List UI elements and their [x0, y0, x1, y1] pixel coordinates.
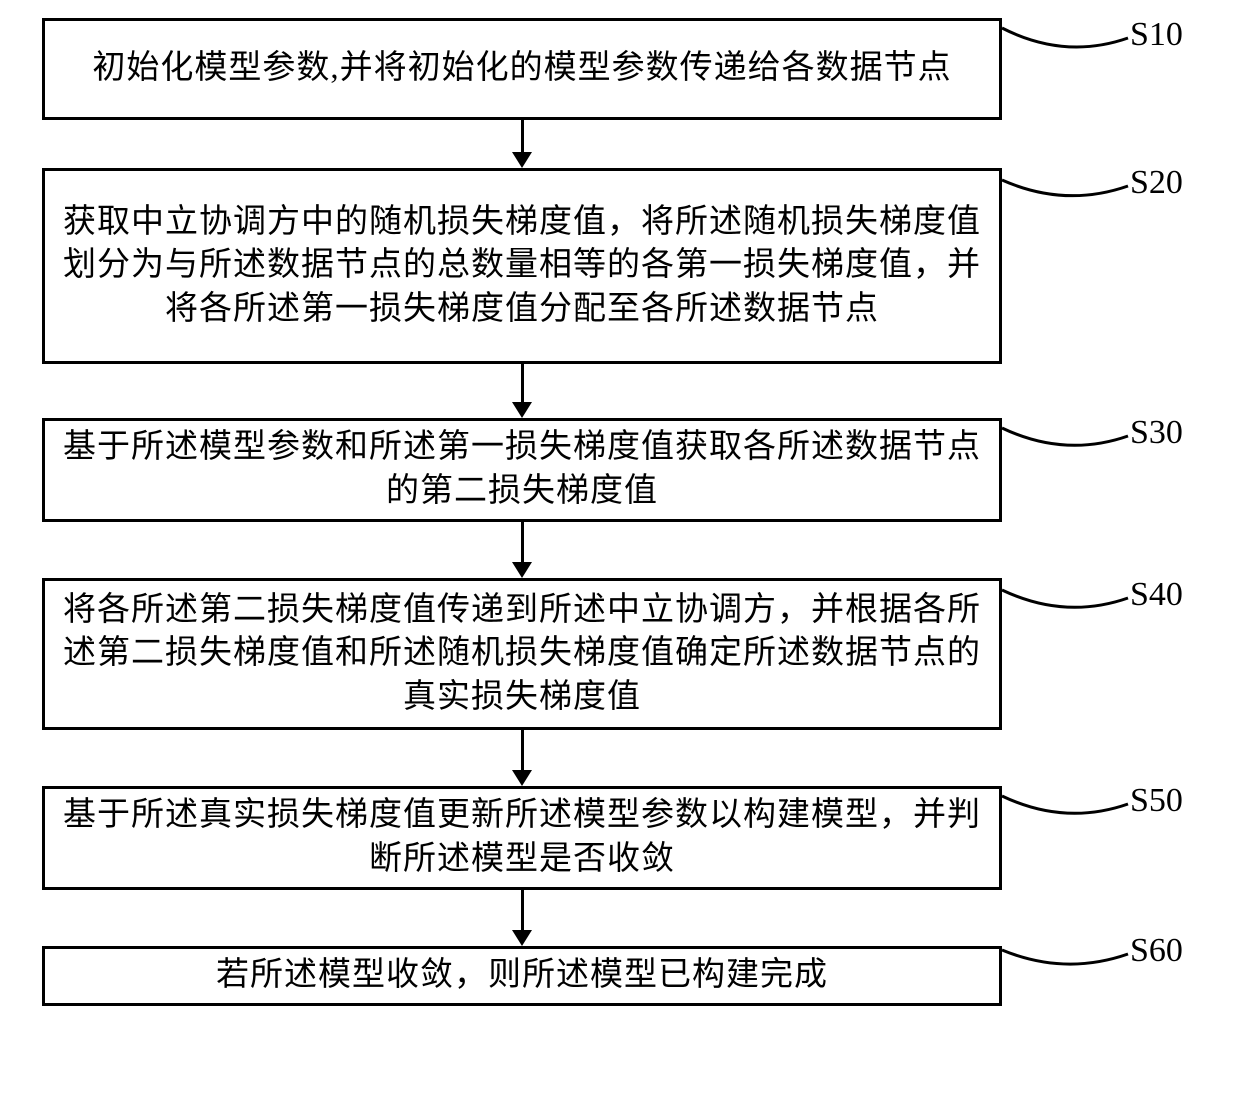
label-s20: S20: [1130, 164, 1183, 202]
label-s10: S10: [1130, 16, 1183, 54]
connector-arc: [998, 150, 1132, 216]
step-text: 基于所述真实损失梯度值更新所述模型参数以构建模型，并判断所述模型是否收敛: [63, 794, 981, 881]
step-text: 初始化模型参数,并将初始化的模型参数传递给各数据节点: [92, 47, 951, 91]
step-text: 获取中立协调方中的随机损失梯度值，将所述随机损失梯度值划分为与所述数据节点的总数…: [63, 201, 981, 332]
label-s50: S50: [1130, 782, 1183, 820]
step-text: 若所述模型收敛，则所述模型已构建完成: [216, 954, 828, 998]
step-s30: 基于所述模型参数和所述第一损失梯度值获取各所述数据节点的第二损失梯度值: [42, 418, 1002, 522]
label-s30: S30: [1130, 414, 1183, 452]
label-s60: S60: [1130, 932, 1183, 970]
step-s50: 基于所述真实损失梯度值更新所述模型参数以构建模型，并判断所述模型是否收敛: [42, 786, 1002, 890]
arrow-line: [521, 890, 524, 930]
arrow-head-icon: [512, 770, 532, 786]
arrow-head-icon: [512, 930, 532, 946]
step-s10: 初始化模型参数,并将初始化的模型参数传递给各数据节点: [42, 18, 1002, 120]
label-s40: S40: [1130, 576, 1183, 614]
connector-arc: [998, 560, 1132, 628]
step-s40: 将各所述第二损失梯度值传递到所述中立协调方，并根据各所述第二损失梯度值和所述随机…: [42, 578, 1002, 730]
arrow-head-icon: [512, 562, 532, 578]
connector-arc: [998, 398, 1132, 466]
flowchart-canvas: 初始化模型参数,并将初始化的模型参数传递给各数据节点 获取中立协调方中的随机损失…: [0, 0, 1240, 1120]
arrow-line: [521, 120, 524, 152]
connector-arc: [998, 0, 1132, 68]
connector-arc: [998, 920, 1132, 984]
step-s60: 若所述模型收敛，则所述模型已构建完成: [42, 946, 1002, 1006]
arrow-line: [521, 364, 524, 402]
step-s20: 获取中立协调方中的随机损失梯度值，将所述随机损失梯度值划分为与所述数据节点的总数…: [42, 168, 1002, 364]
arrow-head-icon: [512, 152, 532, 168]
step-text: 将各所述第二损失梯度值传递到所述中立协调方，并根据各所述第二损失梯度值和所述随机…: [63, 589, 981, 720]
arrow-line: [521, 522, 524, 562]
connector-arc: [998, 766, 1132, 834]
step-text: 基于所述模型参数和所述第一损失梯度值获取各所述数据节点的第二损失梯度值: [63, 426, 981, 513]
arrow-line: [521, 730, 524, 770]
arrow-head-icon: [512, 402, 532, 418]
